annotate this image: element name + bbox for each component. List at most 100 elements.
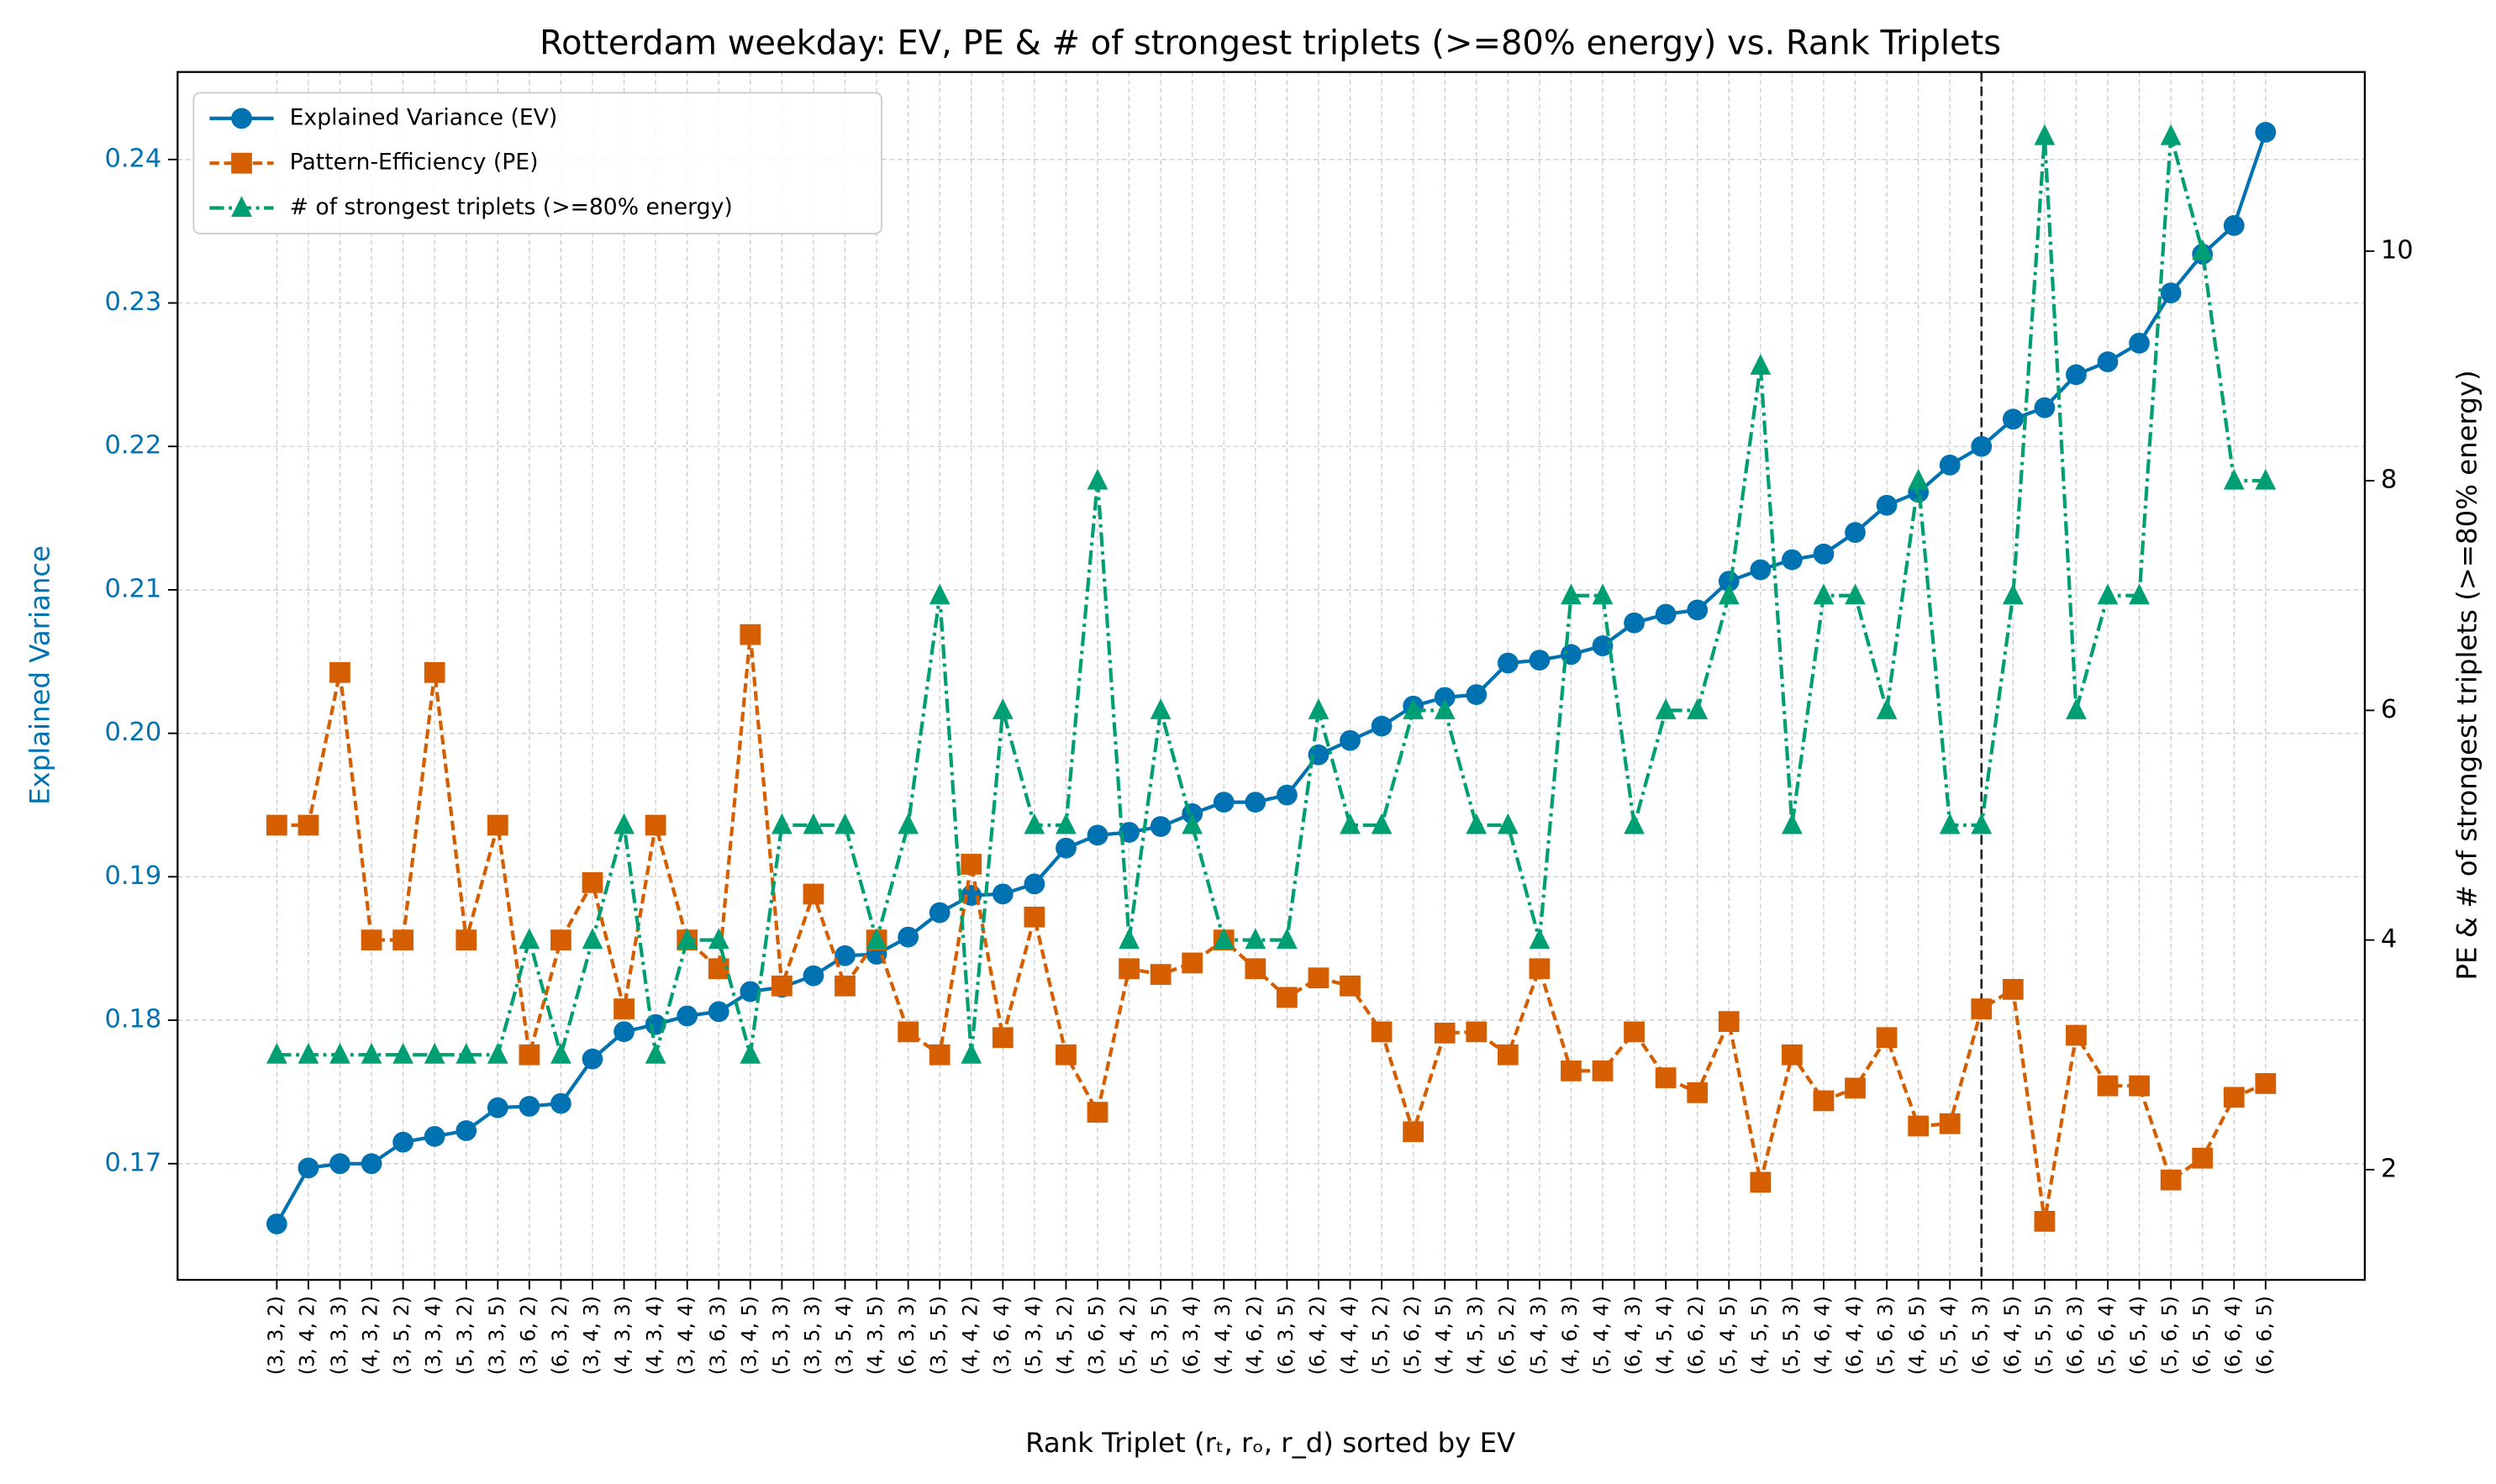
data-point [1340,975,1361,997]
series-line [275,131,2267,1225]
data-point [1466,813,1488,834]
data-point [1087,468,1108,490]
x-tick-label: (6, 5, 3) [1968,1296,1992,1375]
data-point [1403,1121,1424,1143]
data-point [1908,1115,1930,1137]
y2-tick-label: 10 [2381,235,2414,265]
data-point [1371,813,1393,834]
x-tick-label: (5, 4, 5) [1716,1296,1740,1375]
data-point [266,814,287,836]
x-tick-label: (3, 5, 2) [390,1296,413,1375]
data-point [2066,1024,2087,1046]
data-point [1434,698,1456,719]
data-point [898,813,919,834]
y2-tick-label: 4 [2381,924,2397,954]
data-point [1497,652,1519,674]
data-point [1434,687,1456,708]
data-point [1939,813,1961,834]
x-tick-label: (6, 5, 2) [1495,1296,1519,1375]
data-point [1119,928,1140,950]
data-point [487,814,508,836]
data-point [961,1042,982,1064]
data-point [2223,214,2245,236]
data-point [2160,124,2182,145]
data-point [1592,635,1614,656]
data-point [1497,813,1519,834]
x-tick-label: (5, 3, 5) [1148,1296,1172,1375]
data-point [1876,698,1898,719]
data-point [803,883,824,905]
data-point [1908,468,1930,490]
data-point [708,1001,729,1023]
y2-axis-label: PE & # of strongest triplets (>=80% ener… [2451,370,2483,980]
data-point [424,1125,445,1147]
data-point [582,871,603,893]
data-point [708,928,729,950]
x-tick-label: (3, 6, 2) [516,1296,540,1375]
y2-tick-label: 8 [2381,466,2397,495]
x-tick-label: (5, 3, 2) [453,1296,477,1375]
data-point [298,1042,319,1064]
y-tick-label: 0.24 [104,144,161,173]
data-point [835,975,856,997]
data-point [898,1021,919,1043]
x-tick-label: (3, 6, 5) [1085,1296,1108,1375]
data-point [740,624,761,645]
data-point [2097,351,2119,372]
data-point [1182,813,1203,834]
data-point [677,1005,698,1027]
x-tick-label: (6, 6, 5) [2252,1296,2276,1375]
data-point [329,1042,350,1064]
data-point [1213,792,1235,813]
data-point [424,661,445,683]
data-point [582,1048,603,1070]
x-tick-label: (4, 4, 3) [1211,1296,1235,1375]
x-tick-label: (6, 4, 5) [2000,1296,2024,1375]
data-point [771,813,793,834]
data-point [550,1042,571,1064]
y2-tick-label: 2 [2381,1154,2397,1183]
y-tick-label: 0.19 [104,861,161,891]
data-point [2066,698,2087,719]
x-tick-label: (6, 6, 2) [1684,1296,1708,1375]
data-point [1087,824,1108,846]
data-point [329,661,350,683]
data-point [1245,958,1266,980]
x-tick-label: (4, 3, 5) [864,1296,887,1375]
data-point [2034,397,2056,418]
x-tick-label: (5, 3, 3) [769,1296,793,1375]
data-point [1939,455,1961,476]
x-tick-label: (5, 5, 5) [2031,1296,2055,1375]
y-tick-label: 0.20 [104,718,161,747]
data-point [550,929,571,951]
data-point [2129,1075,2150,1097]
x-tick-label: (5, 4, 3) [1526,1296,1550,1375]
data-point [1876,494,1898,516]
legend-marker [231,108,252,129]
data-point [455,1042,477,1064]
data-point [1340,729,1361,751]
x-tick-label: (4, 6, 4) [1810,1296,1834,1375]
data-point [298,1157,319,1179]
data-point [613,998,635,1019]
data-point [1750,354,1772,375]
data-point [392,929,413,951]
x-tick-label: (4, 4, 4) [1337,1296,1361,1375]
x-tick-label: (6, 4, 3) [1621,1296,1645,1375]
x-tick-label: (5, 5, 4) [1937,1296,1961,1375]
x-tick-label: (3, 4, 5) [737,1296,761,1375]
data-point [1782,1044,1803,1066]
data-point [1718,583,1740,605]
x-tick-label: (6, 6, 3) [2063,1296,2087,1375]
y-tick-label: 0.22 [104,431,161,460]
data-point [803,965,824,987]
data-point [266,1213,287,1234]
data-point [1845,1077,1866,1099]
data-point [677,928,698,950]
data-point [1845,522,1866,544]
data-point [1718,571,1740,592]
data-point [1056,837,1077,859]
data-point [1655,603,1677,625]
data-point [1277,987,1298,1008]
